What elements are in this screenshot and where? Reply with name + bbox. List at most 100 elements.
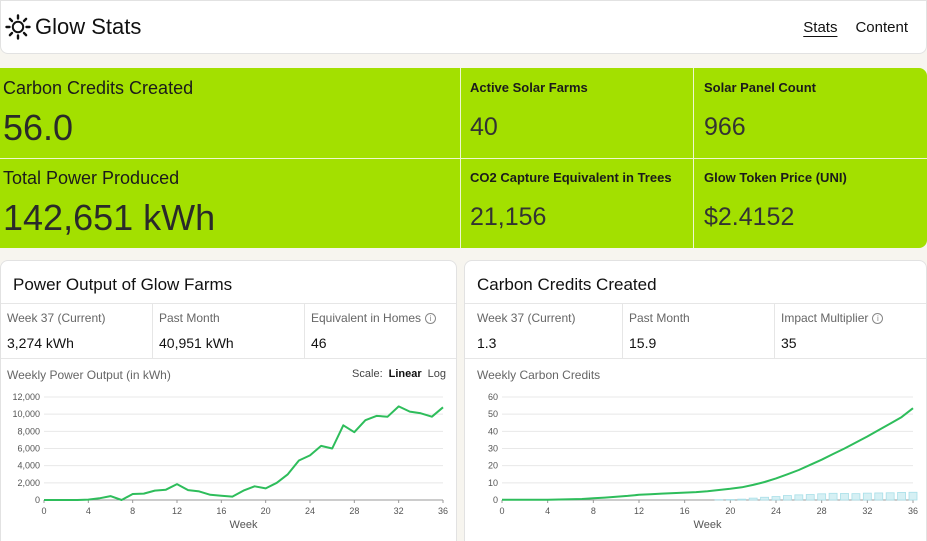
x-tick-label: 24	[771, 506, 781, 516]
metric-current-week: Week 37 (Current) 3,274 kWh	[1, 304, 153, 358]
x-tick-label: 4	[545, 506, 550, 516]
x-tick-label: 28	[817, 506, 827, 516]
power-output-chart: 0 2,000 4,000 6,000 8,000 10,000 12,000 0 4 8 12 16…	[12, 392, 448, 531]
x-tick-label: 8	[130, 506, 135, 516]
stat-token-price: Glow Token Price (UNI) $2.4152	[704, 170, 847, 232]
x-tick-label: 36	[438, 506, 448, 516]
bar	[851, 493, 861, 501]
metric-value: 46	[311, 335, 327, 351]
stats-panel: Carbon Credits Created 56.0 Total Power …	[0, 68, 927, 248]
metric-value: 15.9	[629, 335, 657, 351]
x-axis-label: Week	[694, 519, 722, 531]
y-tick-label: 0	[35, 495, 40, 505]
bar	[794, 494, 804, 501]
x-tick-label: 12	[634, 506, 644, 516]
stat-label: Total Power Produced	[3, 168, 180, 188]
carbon-credits-chart: 0 10 20 30 40 50 60 0 4 8 12 16 20 24 28 32 36 Week	[488, 392, 918, 531]
stat-label: Active Solar Farms	[470, 80, 588, 95]
card-title: Carbon Credits Created	[477, 275, 657, 294]
y-tick-label: 30	[488, 444, 498, 454]
stat-value: 966	[704, 113, 746, 141]
stat-label: Solar Panel Count	[704, 80, 816, 95]
scale-log-option[interactable]: Log	[427, 368, 446, 380]
divider	[0, 158, 927, 159]
metric-impact-multiplier: Impact Multiplier i 35	[775, 304, 926, 358]
x-tick-label: 36	[908, 506, 918, 516]
x-tick-label: 16	[216, 506, 226, 516]
main-nav: Stats Content	[803, 19, 908, 36]
x-tick-label: 0	[499, 506, 504, 516]
bar	[862, 492, 872, 501]
x-tick-label: 20	[725, 506, 735, 516]
sun-icon	[5, 14, 31, 40]
stat-value: 56.0	[3, 107, 74, 148]
chart-title: Weekly Carbon Credits	[477, 368, 601, 382]
x-tick-label: 8	[591, 506, 596, 516]
nav-content[interactable]: Content	[855, 19, 908, 36]
metric-current-week: Week 37 (Current) 1.3	[465, 304, 623, 358]
bar	[805, 494, 815, 501]
y-tick-label: 40	[488, 426, 498, 436]
x-tick-label: 12	[172, 506, 182, 516]
scale-linear-option[interactable]: Linear	[388, 368, 422, 380]
y-tick-label: 20	[488, 461, 498, 471]
metric-value: 3,274 kWh	[7, 335, 74, 351]
bar	[908, 491, 918, 501]
x-tick-label: 20	[261, 506, 271, 516]
metric-label: Week 37 (Current)	[477, 311, 576, 325]
x-tick-label: 28	[349, 506, 359, 516]
x-tick-label: 24	[305, 506, 315, 516]
scale-label: Scale:	[352, 368, 383, 380]
metrics-row: Week 37 (Current) 1.3 Past Month 15.9 Im…	[465, 303, 926, 359]
bar	[840, 493, 849, 501]
x-tick-label: 4	[86, 506, 91, 516]
stat-solar-farms: Active Solar Farms 40	[470, 80, 588, 142]
y-tick-label: 2,000	[17, 478, 40, 488]
app-header: Glow Stats Stats Content	[0, 0, 927, 54]
bar	[874, 492, 884, 501]
card-title: Power Output of Glow Farms	[13, 275, 233, 294]
logo[interactable]: Glow Stats	[5, 14, 141, 40]
metric-homes: Equivalent in Homes i 46	[305, 304, 456, 358]
metrics-row: Week 37 (Current) 3,274 kWh Past Month 4…	[1, 303, 456, 359]
nav-stats[interactable]: Stats	[803, 19, 838, 36]
stat-value: 21,156	[470, 203, 547, 231]
brand-name: Glow Stats	[35, 14, 142, 39]
x-axis-label: Week	[230, 519, 258, 531]
carbon-credits-card: Carbon Credits Created Week 37 (Current)…	[464, 260, 927, 541]
metric-past-month: Past Month 15.9	[623, 304, 775, 358]
metric-value: 1.3	[477, 335, 497, 351]
y-tick-label: 10	[488, 478, 498, 488]
bar	[771, 496, 781, 501]
chart-title: Weekly Power Output (in kWh)	[7, 368, 171, 382]
series-line	[502, 407, 914, 501]
bar	[783, 495, 792, 501]
stat-value: $2.4152	[704, 203, 795, 231]
metric-value: 40,951 kWh	[159, 335, 234, 351]
stat-value: 40	[470, 113, 498, 141]
bar	[748, 497, 758, 501]
stat-carbon-credits: Carbon Credits Created 56.0	[3, 78, 193, 149]
stat-label: Carbon Credits Created	[3, 78, 194, 98]
info-icon[interactable]: i	[872, 312, 884, 324]
info-icon[interactable]: i	[425, 312, 437, 324]
y-tick-label: 4,000	[17, 461, 40, 471]
x-tick-label: 32	[862, 506, 872, 516]
stat-co2-trees: CO2 Capture Equivalent in Trees 21,156	[470, 170, 672, 232]
stat-panel-count: Solar Panel Count 966	[704, 80, 816, 142]
bar	[737, 498, 747, 501]
y-tick-label: 6,000	[17, 444, 40, 454]
x-tick-label: 0	[41, 506, 46, 516]
bar	[897, 492, 906, 501]
y-tick-label: 60	[488, 392, 498, 402]
stat-label: Glow Token Price (UNI)	[704, 170, 847, 185]
stat-label: CO2 Capture Equivalent in Trees	[470, 170, 672, 185]
metric-past-month: Past Month 40,951 kWh	[153, 304, 305, 358]
scale-toggle: Scale: Linear Log	[352, 368, 446, 380]
stat-value: 142,651 kWh	[3, 197, 216, 238]
metric-label: Past Month	[629, 311, 690, 325]
y-tick-label: 8,000	[17, 426, 40, 436]
metric-value: 35	[781, 335, 797, 351]
bar	[828, 492, 838, 501]
x-tick-label: 32	[394, 506, 404, 516]
